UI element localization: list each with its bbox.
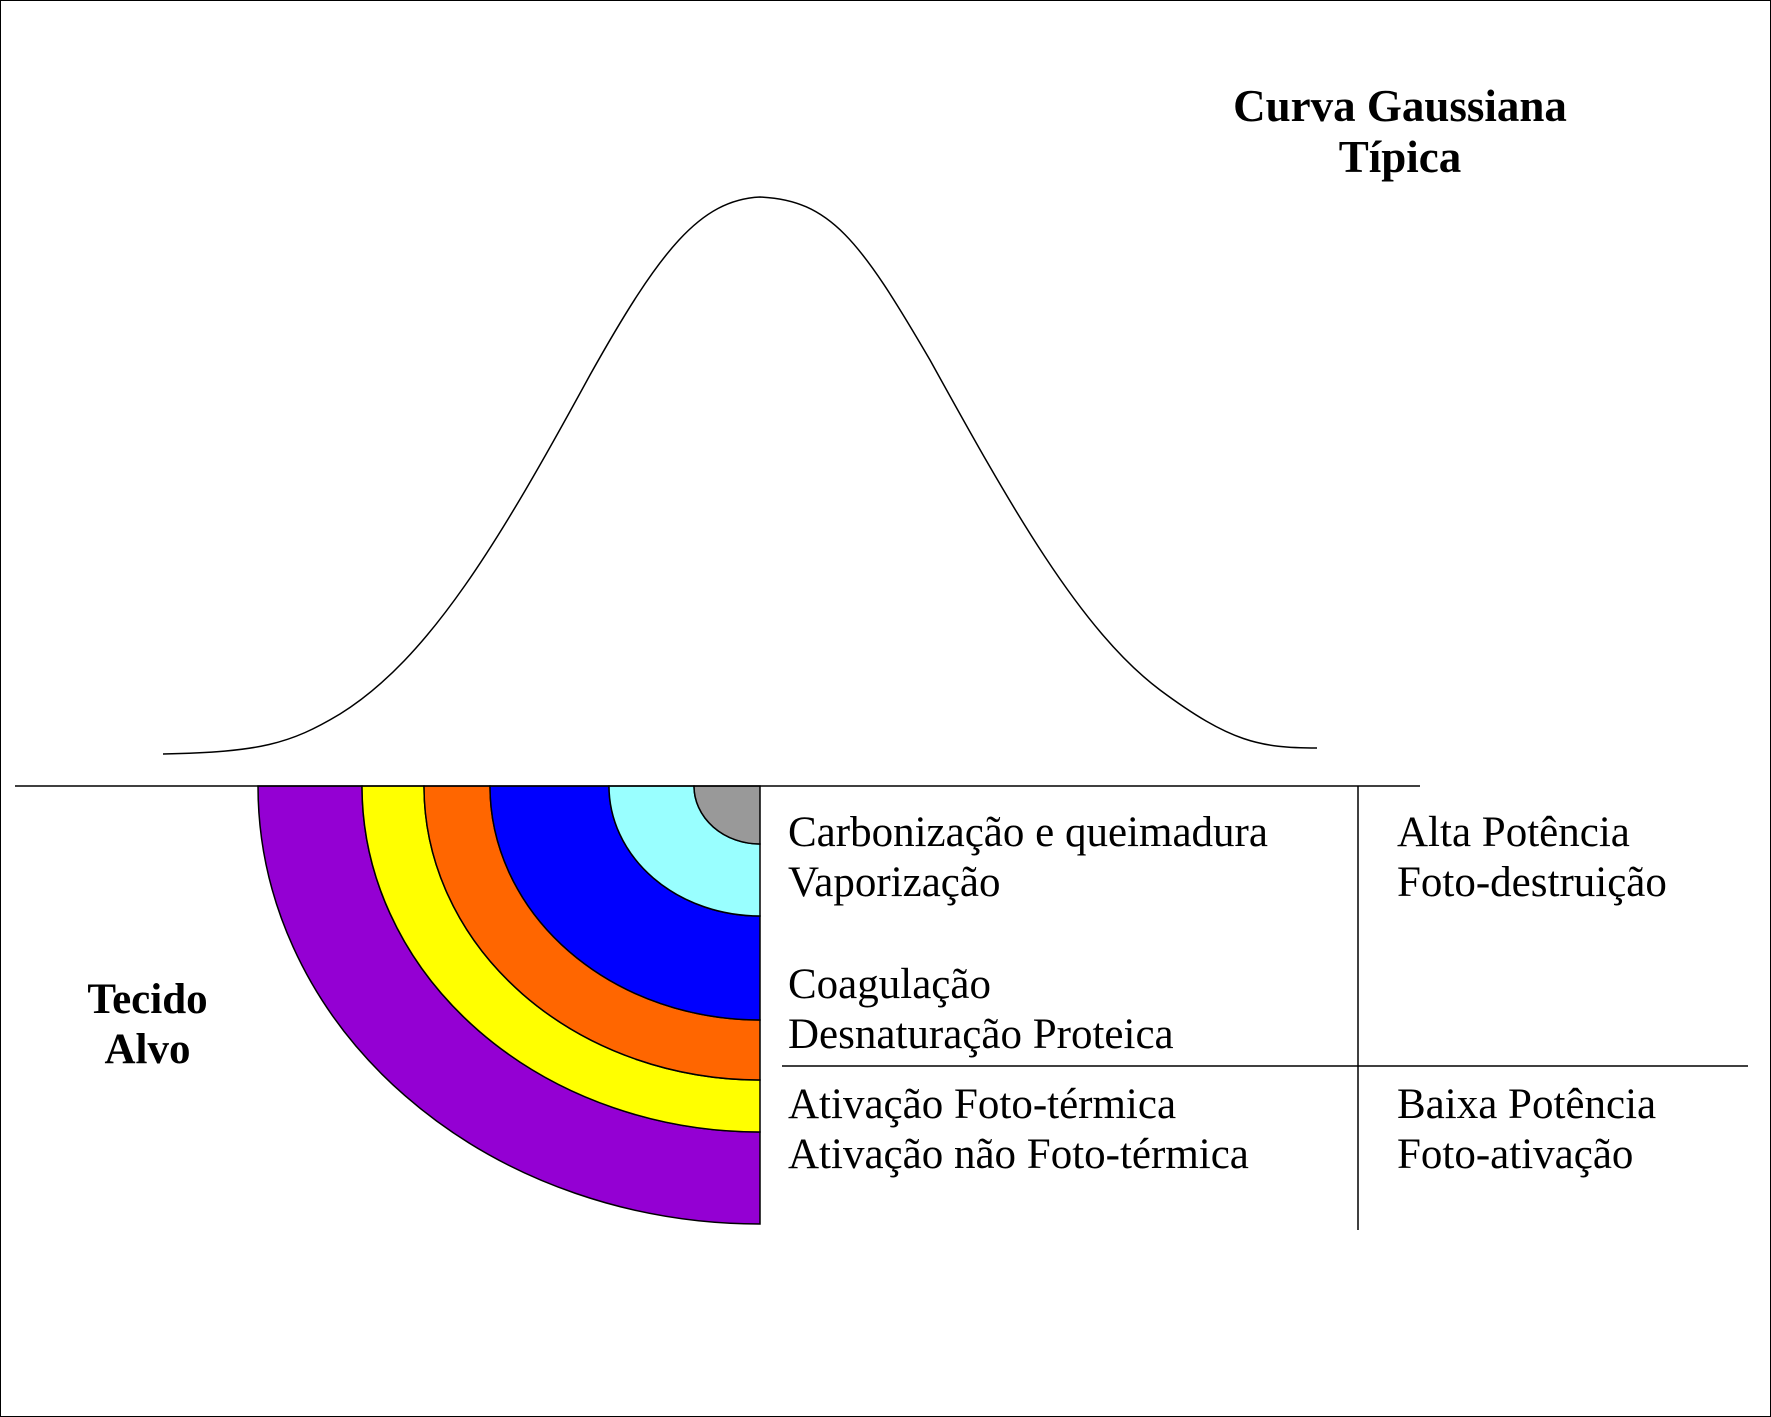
effect-item-1: Carbonização e queimadura Vaporização [788,808,1268,908]
effect-1-line-1: Carbonização e queimadura [788,809,1268,856]
power-high-line-2: Foto-destruição [1397,859,1667,906]
tissue-label-line-2: Alvo [104,1026,191,1073]
power-level-low: Baixa Potência Foto-ativação [1397,1080,1656,1180]
gaussian-curve [162,196,1318,755]
tissue-label: Tecido Alvo [60,975,235,1075]
tissue-label-line-1: Tecido [87,976,208,1023]
effect-1-line-2: Vaporização [788,859,1001,906]
effect-2-line-2: Desnaturação Proteica [788,1011,1174,1058]
power-high-line-1: Alta Potência [1397,809,1630,856]
power-low-line-1: Baixa Potência [1397,1081,1657,1128]
title-line-2: Típica [1338,132,1462,182]
effect-3-line-1: Ativação Foto-térmica [788,1081,1177,1128]
tissue-zones [257,785,761,1225]
effect-2-line-1: Coagulação [788,961,991,1008]
power-level-high: Alta Potência Foto-destruição [1397,808,1667,908]
power-low-line-2: Foto-ativação [1397,1131,1634,1178]
effect-3-line-2: Ativação não Foto-térmica [788,1131,1249,1178]
effect-item-3: Ativação Foto-térmica Ativação não Foto-… [788,1080,1249,1180]
effect-item-2: Coagulação Desnaturação Proteica [788,960,1174,1060]
zone-gray [693,785,761,845]
diagram-title: Curva Gaussiana Típica [1180,81,1620,183]
title-line-1: Curva Gaussiana [1233,81,1567,131]
